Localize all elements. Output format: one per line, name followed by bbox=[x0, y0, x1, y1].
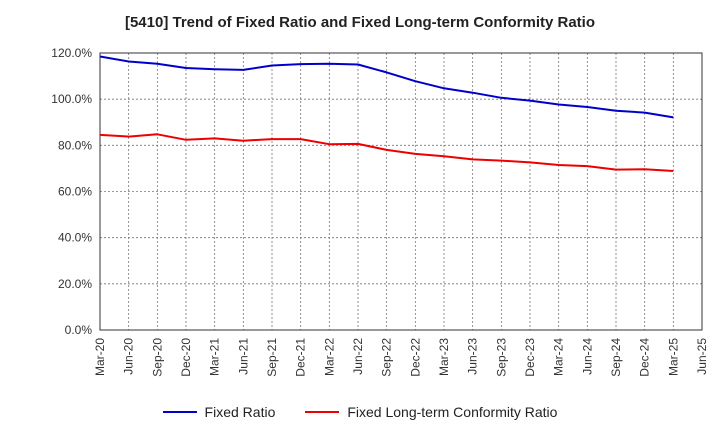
x-tick-label: Jun-25 bbox=[695, 338, 709, 375]
x-tick-label: Mar-22 bbox=[322, 338, 336, 376]
y-tick-label: 0.0% bbox=[65, 323, 93, 337]
x-tick-label: Sep-20 bbox=[150, 338, 164, 377]
x-tick-label: Dec-23 bbox=[523, 338, 537, 377]
x-tick-label: Sep-24 bbox=[609, 338, 623, 377]
legend-swatch-fixed-long-term-conformity-ratio bbox=[305, 411, 340, 413]
series-line-0 bbox=[99, 55, 674, 119]
y-tick-label: 120.0% bbox=[51, 46, 92, 60]
y-tick-label: 60.0% bbox=[58, 185, 92, 199]
x-tick-label: Sep-21 bbox=[265, 338, 279, 377]
chart-title: [5410] Trend of Fixed Ratio and Fixed Lo… bbox=[124, 14, 596, 31]
legend: Fixed Ratio Fixed Long-term Conformity R… bbox=[0, 404, 720, 420]
x-tick-label: Sep-23 bbox=[494, 338, 508, 377]
legend-label-fixed-long-term-conformity-ratio: Fixed Long-term Conformity Ratio bbox=[347, 404, 558, 420]
x-tick-label: Dec-24 bbox=[638, 338, 652, 377]
x-tick-label: Mar-25 bbox=[666, 338, 680, 376]
legend-label-fixed-ratio: Fixed Ratio bbox=[204, 404, 276, 420]
y-tick-label: 20.0% bbox=[58, 277, 92, 291]
x-tick-label: Dec-21 bbox=[294, 338, 308, 377]
series-line-1 bbox=[99, 133, 674, 172]
x-tick-label: Sep-22 bbox=[380, 338, 394, 377]
x-tick-label: Jun-21 bbox=[236, 338, 250, 375]
plot-frame bbox=[99, 52, 703, 331]
x-tick-label: Jun-20 bbox=[122, 338, 136, 375]
legend-item-fixed-long-term-conformity-ratio: Fixed Long-term Conformity Ratio bbox=[305, 404, 557, 420]
x-tick-label: Jun-22 bbox=[351, 338, 365, 375]
x-tick-label: Jun-23 bbox=[466, 338, 480, 375]
legend-item-fixed-ratio: Fixed Ratio bbox=[162, 404, 276, 420]
y-tick-label: 80.0% bbox=[58, 138, 92, 152]
x-tick-label: Mar-21 bbox=[208, 338, 222, 376]
legend-swatch-fixed-ratio bbox=[162, 411, 197, 413]
y-tick-label: 40.0% bbox=[58, 231, 92, 245]
x-tick-label: Mar-20 bbox=[93, 338, 107, 376]
y-tick-label: 100.0% bbox=[51, 92, 92, 106]
x-tick-label: Mar-23 bbox=[437, 338, 451, 376]
x-tick-label: Dec-20 bbox=[179, 338, 193, 377]
x-tick-label: Mar-24 bbox=[552, 338, 566, 376]
x-tick-label: Dec-22 bbox=[408, 338, 422, 377]
x-tick-label: Jun-24 bbox=[580, 338, 594, 375]
